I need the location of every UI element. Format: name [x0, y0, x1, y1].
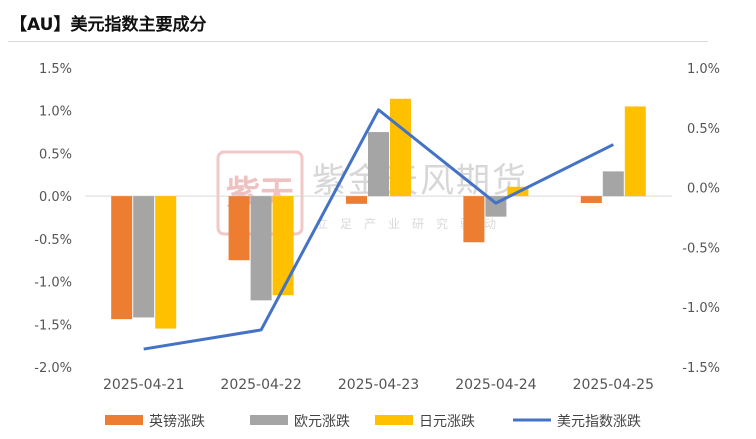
legend-swatch [375, 415, 413, 425]
right-axis-tick-label: -1.0% [682, 301, 720, 316]
bar [624, 106, 646, 197]
bar [250, 196, 272, 301]
x-axis-tick-label: 2025-04-25 [573, 377, 654, 393]
bar [272, 196, 294, 296]
x-axis-tick-label: 2025-04-24 [455, 377, 536, 393]
right-axis-tick-label: 0.5% [687, 122, 720, 137]
left-axis-tick-label: 0.5% [39, 147, 72, 162]
bar [368, 132, 389, 197]
right-axis-tick-label: -1.5% [682, 361, 720, 376]
right-axis: -1.5% -1.0% -0.5% 0.0% 0.5% 1.0% [682, 62, 720, 376]
bar [346, 196, 367, 204]
bar [580, 196, 602, 203]
legend-label: 欧元涨跌 [294, 414, 350, 430]
right-axis-tick-label: 0.0% [687, 182, 720, 197]
left-axis-tick-label: 0.0% [39, 190, 72, 205]
left-axis: -2.0% -1.5% -1.0% -0.5% 0.0% 0.5% 1.0% 1.5% [34, 62, 72, 376]
left-axis-tick-label: -1.5% [34, 318, 72, 333]
right-axis-tick-label: -0.5% [682, 241, 720, 256]
left-axis-tick-label: -2.0% [34, 361, 72, 376]
legend-swatch [105, 415, 143, 425]
right-axis-tick-label: 1.0% [687, 62, 720, 77]
legend-label: 日元涨跌 [419, 414, 475, 430]
left-axis-tick-label: 1.0% [39, 105, 72, 120]
left-axis-tick-label: -1.0% [34, 276, 72, 291]
x-axis-tick-label: 2025-04-21 [103, 377, 184, 393]
legend-label: 英镑涨跌 [149, 413, 205, 430]
bar [155, 196, 177, 329]
chart-title: 【AU】美元指数主要成分 [10, 15, 207, 35]
legend-swatch [250, 415, 288, 425]
bar [390, 98, 411, 197]
watermark-brand: 紫金天风期货 [312, 161, 528, 201]
bar [133, 196, 155, 318]
left-axis-tick-label: -0.5% [34, 233, 72, 248]
bar [228, 196, 250, 261]
x-axis: 2025-04-21 2025-04-22 2025-04-23 2025-04-24… [103, 377, 654, 393]
left-axis-tick-label: 1.5% [39, 62, 72, 77]
x-axis-tick-label: 2025-04-22 [220, 377, 301, 393]
plot-area [85, 98, 672, 351]
bar [463, 196, 485, 243]
title-divider [8, 41, 708, 42]
bar [111, 196, 133, 320]
legend: 英镑涨跌 欧元涨跌 日元涨跌 美元指数涨跌 [105, 413, 641, 430]
series-line [143, 108, 614, 351]
bar [602, 171, 624, 197]
watermark-slogan: 立足产业研究驱动 [316, 216, 508, 231]
x-axis-tick-label: 2025-04-23 [338, 377, 419, 393]
legend-label: 美元指数涨跌 [557, 414, 641, 430]
